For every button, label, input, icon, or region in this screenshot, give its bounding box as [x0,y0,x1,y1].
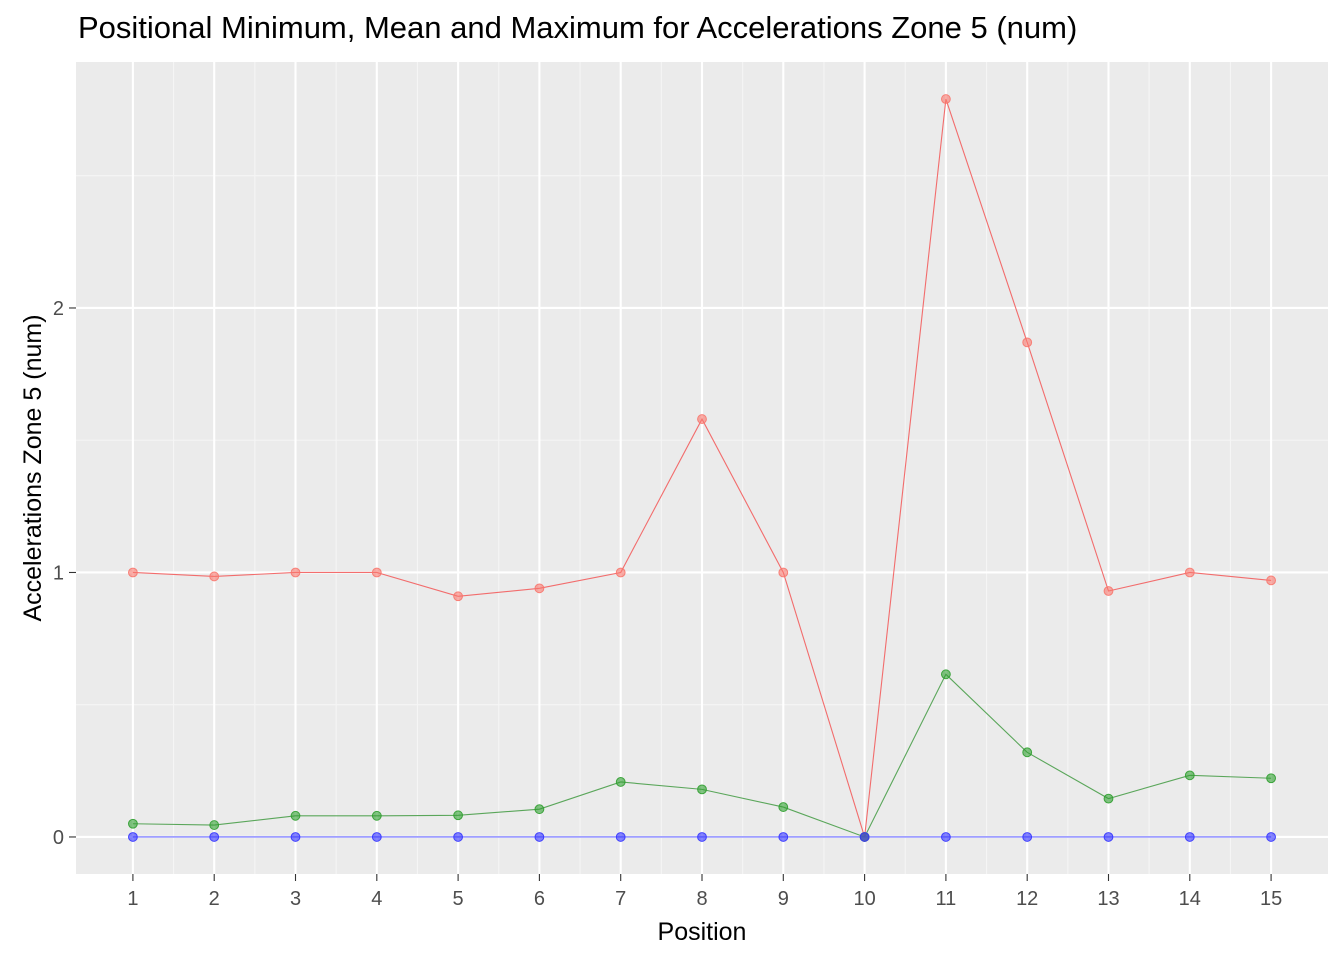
series-3-point [615,832,626,842]
series-2-point [290,810,301,821]
x-tick-label: 1 [127,888,138,910]
series-2-point [778,802,789,812]
series-3-point [1266,832,1276,842]
series-2-point [209,820,220,830]
series-3-point [371,832,382,842]
series-2-point [128,818,138,829]
series-2-point [1022,747,1033,758]
y-tick-label: 2 [53,298,64,320]
x-tick-label: 10 [853,888,875,910]
series-2-point [534,804,545,815]
series-2-point [1184,770,1195,781]
series-3-point [778,832,789,842]
series-1-point [371,567,382,578]
x-tick-label: 6 [534,888,545,910]
x-tick-label: 8 [696,888,707,910]
series-1-point [128,567,138,578]
series-2-point [1103,793,1114,804]
series-2-point [371,810,382,821]
series-3-point [1022,832,1033,842]
x-tick-label: 9 [778,888,789,910]
y-axis: 0 1 2 [53,298,76,849]
series-2-point [615,777,626,787]
series-1-point [940,94,951,104]
series-1-point [1184,567,1195,578]
series-3-point [859,832,870,842]
series-3-point [534,832,545,842]
x-tick-label: 15 [1260,888,1282,910]
series-1-point [209,571,220,582]
series-3-point [453,832,464,842]
x-tick-label: 3 [290,888,301,910]
x-axis: 1 2 3 4 5 6 7 8 9 10 11 12 13 14 15 [127,874,1282,910]
series-3-point [128,832,138,842]
x-tick-label: 2 [209,888,220,910]
series-1-point [1266,575,1276,586]
x-tick-label: 11 [936,888,957,910]
series-3-point [290,832,301,842]
series-2-point [453,810,464,821]
x-tick-label: 12 [1016,888,1038,910]
series-1-point [1022,337,1033,348]
series-2-point [697,784,707,795]
series-3-point [697,832,707,842]
x-tick-label: 4 [371,888,382,910]
series-1-point [534,583,545,594]
series-layer [128,94,1276,842]
series-1-point [615,567,626,578]
series-3-point [209,832,220,842]
series-3-point [1184,832,1195,842]
series-2-point [1266,773,1276,784]
series-1-point [778,567,789,578]
y-axis-title: Accelerations Zone 5 (num) [19,314,47,621]
series-1-point [453,591,464,602]
x-axis-title: Position [658,918,747,946]
y-tick-label: 0 [53,827,64,849]
x-tick-label: 7 [615,888,626,910]
series-1-point [1103,586,1114,596]
x-tick-label: 5 [453,888,464,910]
y-tick-label: 1 [53,562,64,584]
x-tick-label: 13 [1097,888,1119,910]
chart-title: Positional Minimum, Mean and Maximum for… [78,10,1078,45]
series-3-point [940,832,951,842]
series-1-point [697,414,707,424]
series-1-point [290,567,301,578]
series-2-point [940,669,951,680]
x-tick-label: 14 [1179,888,1201,910]
series-3-point [1103,832,1114,842]
